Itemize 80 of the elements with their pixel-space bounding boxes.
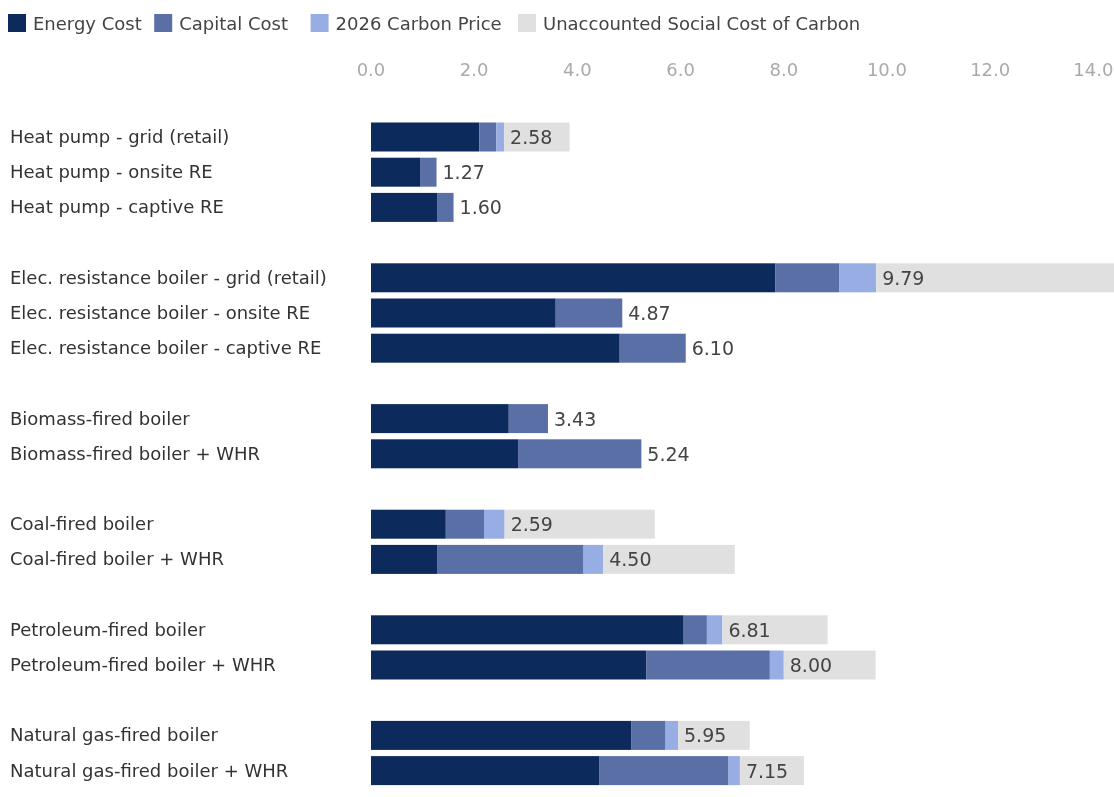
bar bbox=[603, 544, 735, 574]
annotation: 1.60 bbox=[459, 196, 502, 219]
y-tick-label: Natural gas-fired boiler + WHR bbox=[10, 759, 289, 781]
bar bbox=[876, 263, 1114, 293]
bar bbox=[706, 615, 723, 645]
bar bbox=[371, 544, 438, 574]
bar bbox=[619, 333, 686, 363]
annotation: 5.95 bbox=[684, 724, 727, 747]
bar bbox=[420, 157, 437, 187]
bar bbox=[683, 615, 707, 645]
x-tick-label: 4.0 bbox=[563, 59, 592, 80]
bar bbox=[371, 756, 600, 786]
annotation: 1.27 bbox=[442, 161, 485, 184]
bar bbox=[769, 650, 784, 680]
annotation: 9.79 bbox=[882, 266, 925, 289]
bar bbox=[484, 509, 505, 539]
x-tick-label: 10.0 bbox=[866, 59, 908, 80]
y-tick-label: Biomass-fired boiler + WHR bbox=[10, 442, 261, 464]
bar bbox=[371, 509, 446, 539]
x-tick-label: 8.0 bbox=[769, 59, 799, 80]
bar bbox=[583, 544, 604, 574]
annotation: 2.58 bbox=[510, 126, 553, 148]
y-tick-label: Coal-fired boiler + WHR bbox=[10, 548, 224, 570]
y-tick-label: Coal-fired boiler bbox=[10, 513, 155, 535]
y-tick-label: Elec. resistance boiler - onsite RE bbox=[10, 302, 311, 323]
bar bbox=[371, 439, 519, 469]
x-tick-label: 6.0 bbox=[666, 59, 695, 80]
bar bbox=[437, 544, 584, 574]
bar bbox=[599, 756, 729, 786]
y-tick-label: Natural gas-fired boiler bbox=[10, 724, 219, 746]
annotation: 7.15 bbox=[745, 759, 789, 782]
bar bbox=[646, 650, 770, 680]
y-tick-label: Heat pump - grid (retail) bbox=[10, 126, 230, 147]
bar bbox=[631, 720, 666, 750]
bar bbox=[445, 509, 484, 539]
bar bbox=[775, 263, 840, 293]
bar bbox=[371, 333, 620, 363]
legend-label: 2026 Carbon Price bbox=[335, 13, 502, 34]
x-tick-label: 2.0 bbox=[459, 59, 489, 80]
legend-label: Capital Cost bbox=[179, 13, 289, 34]
bar bbox=[371, 298, 556, 328]
x-tick-label: 12.0 bbox=[970, 59, 1011, 80]
bar bbox=[371, 650, 647, 680]
bar bbox=[371, 157, 421, 187]
y-tick-label: Biomass-fired boiler bbox=[10, 407, 191, 429]
y-tick-label: Elec. resistance boiler - grid (retail) bbox=[10, 266, 327, 288]
legend-label: Energy Cost bbox=[33, 13, 142, 34]
bar bbox=[518, 439, 642, 469]
bar bbox=[508, 404, 548, 434]
bar bbox=[722, 615, 828, 645]
bar bbox=[437, 192, 454, 222]
annotation: 8.00 bbox=[789, 654, 833, 676]
bar bbox=[504, 509, 655, 539]
y-tick-label: Elec. resistance boiler - captive RE bbox=[10, 337, 322, 359]
bar bbox=[371, 122, 480, 152]
bar bbox=[728, 756, 740, 786]
y-tick-label: Heat pump - onsite RE bbox=[10, 161, 213, 183]
annotation: 4.87 bbox=[628, 302, 671, 324]
annotation: 3.43 bbox=[553, 407, 597, 430]
bar bbox=[839, 263, 877, 293]
annotation: 6.81 bbox=[728, 618, 771, 641]
y-tick-label: Petroleum-fired boiler bbox=[10, 618, 206, 640]
bar bbox=[371, 263, 776, 293]
annotation: 6.10 bbox=[691, 337, 735, 360]
bar bbox=[371, 615, 684, 645]
y-tick-label: Petroleum-fired boiler + WHR bbox=[10, 654, 276, 675]
annotation: 2.59 bbox=[510, 513, 553, 536]
bar bbox=[371, 404, 509, 434]
annotation: 5.24 bbox=[647, 442, 690, 465]
legend-label: Unaccounted Social Cost of Carbon bbox=[543, 13, 861, 34]
x-tick-label: 0.0 bbox=[356, 59, 386, 80]
annotation: 4.50 bbox=[609, 548, 652, 571]
y-tick-label: Heat pump - captive RE bbox=[10, 196, 224, 218]
bar bbox=[371, 720, 632, 750]
x-tick-label: 14.0 bbox=[1073, 59, 1114, 80]
bar bbox=[371, 192, 438, 222]
bar bbox=[555, 298, 623, 328]
bar bbox=[665, 720, 678, 750]
bar bbox=[496, 122, 505, 152]
bar bbox=[479, 122, 497, 152]
